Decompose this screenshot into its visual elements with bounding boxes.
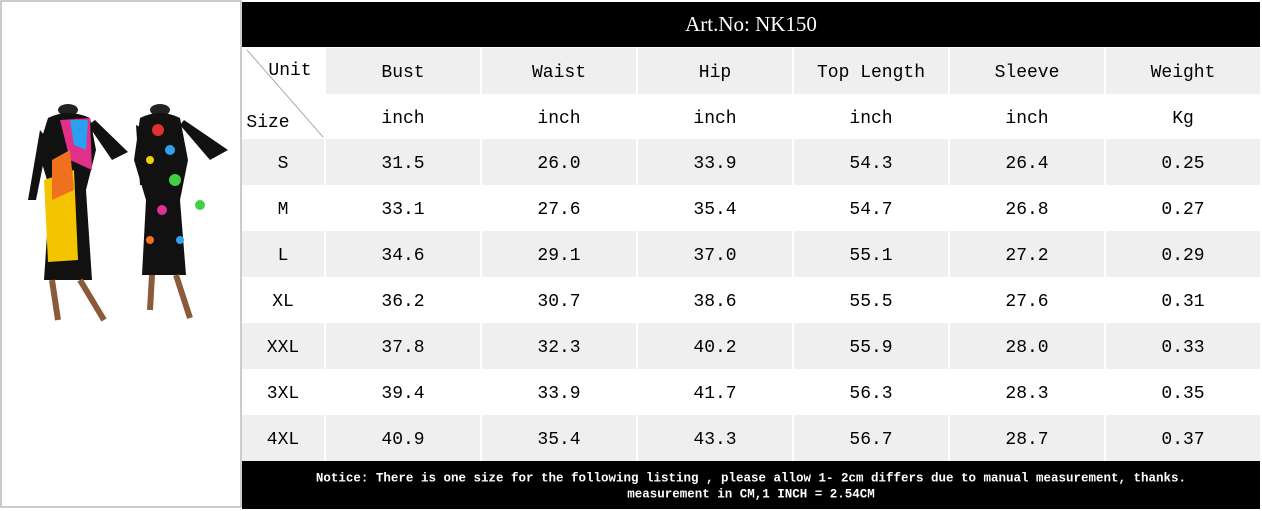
value-cell: 38.6	[693, 292, 736, 312]
value-cell: 35.4	[693, 200, 736, 220]
value-cell: 40.2	[693, 338, 736, 358]
unit-cell: inch	[693, 109, 736, 129]
value-cell: 55.1	[849, 246, 892, 266]
value-cell: 28.7	[1005, 430, 1048, 450]
value-cell: 43.3	[693, 430, 736, 450]
size-cell: XXL	[267, 338, 299, 358]
notice-bar	[242, 461, 1260, 509]
column-header: Weight	[1151, 63, 1216, 83]
corner-diagonal	[246, 49, 324, 138]
value-cell: 27.2	[1005, 246, 1048, 266]
value-cell: 36.2	[381, 292, 424, 312]
value-cell: 26.8	[1005, 200, 1048, 220]
value-cell: 40.9	[381, 430, 424, 450]
value-cell: 28.3	[1005, 384, 1048, 404]
value-cell: 32.3	[537, 338, 580, 358]
column-header: Top Length	[817, 63, 925, 83]
row-bg	[242, 323, 1260, 369]
unit-label: Unit	[268, 61, 311, 81]
value-cell: 41.7	[693, 384, 736, 404]
notice-line: measurement in CM,1 INCH = 2.54CM	[627, 487, 875, 501]
value-cell: 28.0	[1005, 338, 1048, 358]
dress-illustration	[28, 104, 228, 322]
size-label: Size	[246, 113, 289, 133]
row-bg	[242, 139, 1260, 185]
column-header: Sleeve	[995, 63, 1060, 83]
notice-line: Notice: There is one size for the follow…	[316, 471, 1186, 485]
value-cell: 34.6	[381, 246, 424, 266]
value-cell: 35.4	[537, 430, 580, 450]
value-cell: 27.6	[537, 200, 580, 220]
column-header: Bust	[381, 63, 424, 83]
value-cell: 37.8	[381, 338, 424, 358]
value-cell: 54.7	[849, 200, 892, 220]
value-cell: 0.29	[1161, 246, 1204, 266]
value-cell: 0.27	[1161, 200, 1204, 220]
unit-cell: inch	[1005, 109, 1048, 129]
value-cell: 56.3	[849, 384, 892, 404]
title: Art.No: NK150	[685, 12, 817, 36]
value-cell: 37.0	[693, 246, 736, 266]
size-cell: S	[278, 154, 289, 174]
value-cell: 27.6	[1005, 292, 1048, 312]
column-header: Hip	[699, 63, 731, 83]
unit-cell: Kg	[1172, 109, 1194, 129]
size-cell: 3XL	[267, 384, 299, 404]
value-cell: 56.7	[849, 430, 892, 450]
image-frame	[0, 0, 242, 508]
value-cell: 26.0	[537, 154, 580, 174]
size-cell: L	[278, 246, 289, 266]
value-cell: 0.35	[1161, 384, 1204, 404]
value-cell: 33.9	[537, 384, 580, 404]
column-header: Waist	[532, 63, 586, 83]
unit-cell: inch	[849, 109, 892, 129]
value-cell: 0.37	[1161, 430, 1204, 450]
value-cell: 54.3	[849, 154, 892, 174]
row-bg	[242, 231, 1260, 277]
value-cell: 31.5	[381, 154, 424, 174]
size-cell: M	[278, 200, 289, 220]
value-cell: 29.1	[537, 246, 580, 266]
value-cell: 39.4	[381, 384, 424, 404]
title-bar	[242, 2, 1260, 47]
value-cell: 26.4	[1005, 154, 1048, 174]
value-cell: 0.31	[1161, 292, 1204, 312]
row-bg	[242, 415, 1260, 461]
value-cell: 0.33	[1161, 338, 1204, 358]
value-cell: 33.1	[381, 200, 424, 220]
value-cell: 55.5	[849, 292, 892, 312]
unit-cell: inch	[537, 109, 580, 129]
value-cell: 30.7	[537, 292, 580, 312]
value-cell: 55.9	[849, 338, 892, 358]
unit-cell: inch	[381, 109, 424, 129]
size-cell: 4XL	[267, 430, 299, 450]
value-cell: 0.25	[1161, 154, 1204, 174]
value-cell: 33.9	[693, 154, 736, 174]
size-cell: XL	[272, 292, 294, 312]
